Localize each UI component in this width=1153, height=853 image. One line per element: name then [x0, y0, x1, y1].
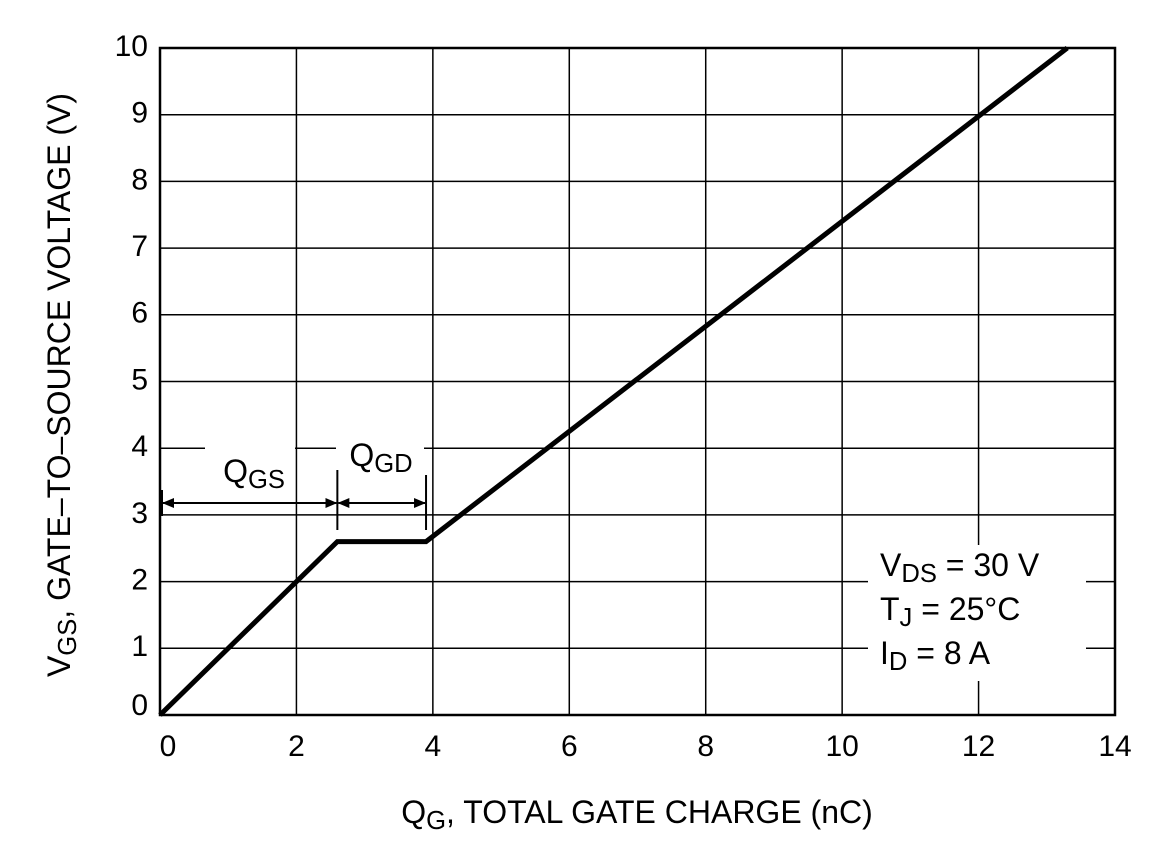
condition-text: ID = 8 A [880, 635, 991, 676]
y-tick-label: 8 [131, 163, 148, 196]
subscript: D [889, 648, 907, 676]
y-tick-label: 0 [131, 689, 148, 722]
x-tick-label: 6 [561, 730, 578, 763]
text-part: V [880, 547, 902, 583]
x-tick-label: 12 [962, 730, 995, 763]
text-part: = 25°C [912, 591, 1020, 627]
y-tick-label: 4 [131, 430, 148, 463]
x-tick-label: 0 [160, 730, 177, 763]
x-tick-label: 8 [697, 730, 714, 763]
text-part: V [41, 655, 77, 677]
y-tick-label: 3 [131, 497, 148, 530]
y-tick-label: 5 [131, 363, 148, 396]
text-part: = 30 V [937, 547, 1040, 583]
y-tick-label: 1 [131, 630, 148, 663]
label-background [336, 440, 424, 488]
condition-text: VDS = 30 V [880, 547, 1040, 588]
text-part: , GATE–TO–SOURCE VOLTAGE (V) [41, 93, 77, 619]
y-tick-label: 10 [115, 30, 148, 63]
text-part: Q [401, 794, 426, 830]
subscript: GS [248, 466, 285, 494]
y-tick-label: 9 [131, 97, 148, 130]
text-part: , TOTAL GATE CHARGE (nC) [446, 794, 873, 830]
subscript: DS [901, 560, 937, 588]
text-part: = 8 A [907, 635, 990, 671]
qgd-label: QGD [349, 437, 412, 478]
text-part: I [880, 635, 889, 671]
y-tick-label: 6 [131, 297, 148, 330]
text-part: Q [223, 453, 248, 489]
x-tick-label: 2 [288, 730, 305, 763]
y-tick-label: 7 [131, 230, 148, 263]
condition-text: TJ = 25°C [880, 591, 1020, 632]
y-axis-label: VGS, GATE–TO–SOURCE VOLTAGE (V) [41, 93, 82, 677]
text-part: Q [349, 437, 374, 473]
subscript: GS [54, 619, 82, 656]
data-line [158, 46, 1069, 717]
subscript: GD [374, 450, 412, 478]
x-tick-label: 10 [825, 730, 858, 763]
x-tick-label: 14 [1098, 730, 1131, 763]
qgs-label: QGS [223, 453, 285, 494]
subscript: G [426, 807, 446, 835]
text-part: T [880, 591, 900, 627]
plot-frame [158, 46, 1117, 717]
x-axis-label: QG, TOTAL GATE CHARGE (nC) [401, 794, 873, 835]
subscript: J [900, 604, 913, 632]
legend-background [868, 545, 1086, 681]
x-tick-label: 4 [425, 730, 442, 763]
label-background [205, 447, 295, 497]
y-tick-label: 2 [131, 564, 148, 597]
